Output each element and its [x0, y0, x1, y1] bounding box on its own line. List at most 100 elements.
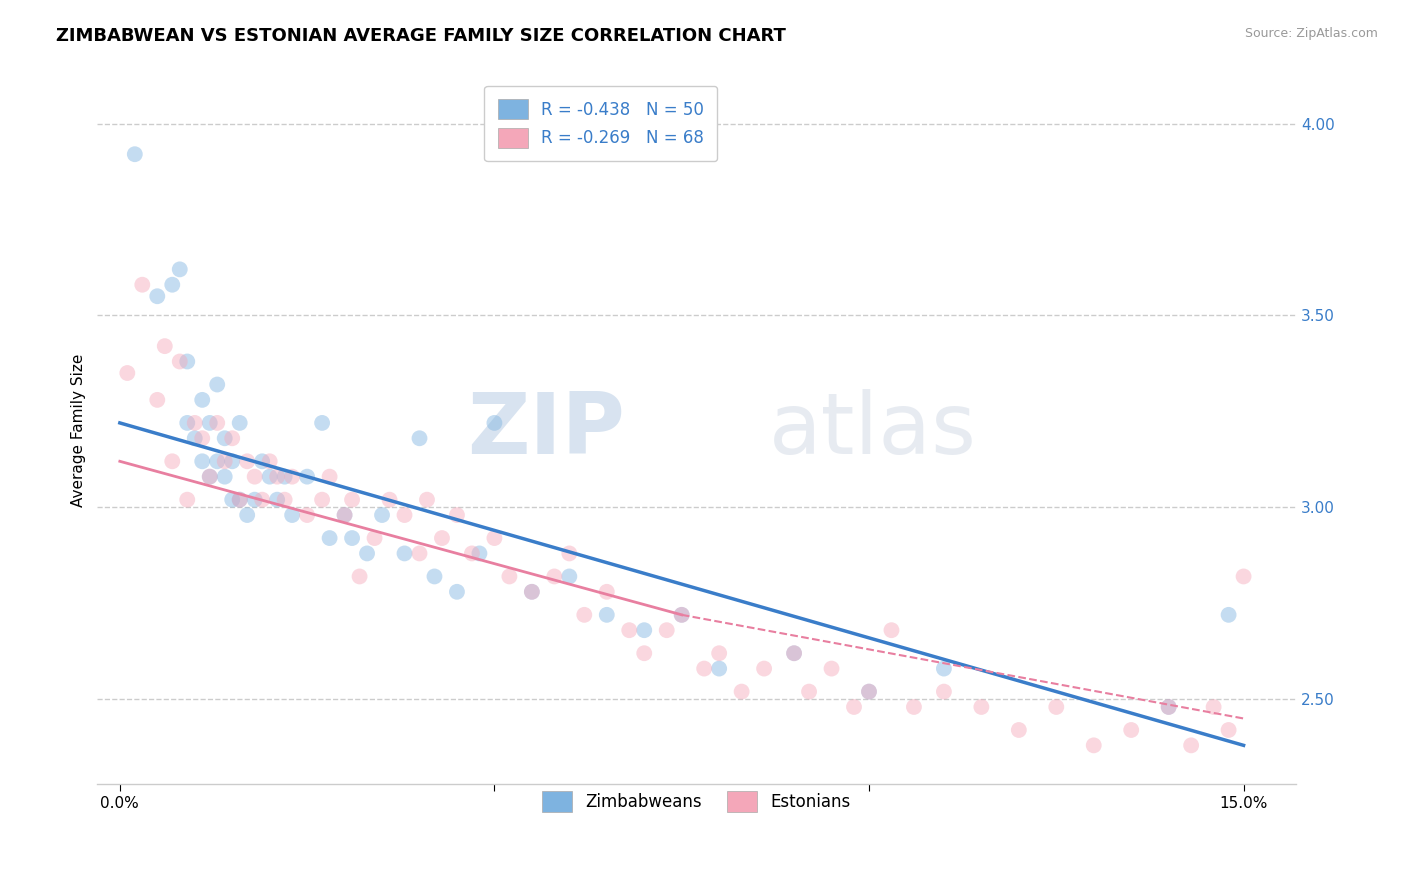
Y-axis label: Average Family Size: Average Family Size	[72, 354, 86, 508]
Point	[707, 646, 730, 660]
Point	[228, 492, 250, 507]
Point	[932, 662, 955, 676]
Point	[266, 492, 288, 507]
Point	[730, 684, 752, 698]
Point	[214, 469, 236, 483]
Point	[783, 646, 806, 660]
Point	[820, 662, 842, 676]
Point	[169, 354, 191, 368]
Point	[558, 546, 581, 560]
Point	[340, 492, 363, 507]
Point	[349, 569, 371, 583]
Point	[184, 416, 207, 430]
Point	[574, 607, 596, 622]
Point	[752, 662, 775, 676]
Point	[221, 492, 243, 507]
Point	[970, 700, 993, 714]
Point	[671, 607, 693, 622]
Point	[340, 531, 363, 545]
Point	[198, 416, 221, 430]
Point	[191, 392, 214, 407]
Point	[146, 289, 169, 303]
Point	[423, 569, 446, 583]
Point	[932, 684, 955, 698]
Point	[146, 392, 169, 407]
Point	[295, 508, 318, 522]
Point	[408, 431, 430, 445]
Legend: Zimbabweans, Estonians: Zimbabweans, Estonians	[529, 778, 865, 825]
Point	[1157, 700, 1180, 714]
Point	[394, 508, 416, 522]
Point	[333, 508, 356, 522]
Point	[619, 623, 641, 637]
Point	[214, 431, 236, 445]
Point	[214, 454, 236, 468]
Point	[131, 277, 153, 292]
Point	[198, 469, 221, 483]
Point	[520, 584, 543, 599]
Point	[198, 469, 221, 483]
Point	[153, 339, 176, 353]
Point	[333, 508, 356, 522]
Point	[1218, 723, 1240, 737]
Point	[903, 700, 925, 714]
Point	[295, 469, 318, 483]
Point	[596, 607, 619, 622]
Point	[633, 623, 655, 637]
Point	[558, 569, 581, 583]
Point	[176, 492, 198, 507]
Point	[446, 508, 468, 522]
Point	[176, 354, 198, 368]
Text: ZIMBABWEAN VS ESTONIAN AVERAGE FAMILY SIZE CORRELATION CHART: ZIMBABWEAN VS ESTONIAN AVERAGE FAMILY SI…	[56, 27, 786, 45]
Point	[273, 492, 295, 507]
Point	[394, 546, 416, 560]
Point	[880, 623, 903, 637]
Point	[1157, 700, 1180, 714]
Point	[259, 454, 281, 468]
Point	[1008, 723, 1031, 737]
Point	[408, 546, 430, 560]
Point	[205, 454, 228, 468]
Point	[162, 454, 184, 468]
Point	[416, 492, 439, 507]
Point	[1180, 739, 1202, 753]
Point	[281, 469, 304, 483]
Point	[1045, 700, 1067, 714]
Point	[205, 377, 228, 392]
Point	[169, 262, 191, 277]
Point	[191, 431, 214, 445]
Point	[498, 569, 520, 583]
Point	[117, 366, 139, 380]
Point	[1083, 739, 1105, 753]
Point	[266, 469, 288, 483]
Point	[371, 508, 394, 522]
Point	[520, 584, 543, 599]
Point	[1218, 607, 1240, 622]
Text: Source: ZipAtlas.com: Source: ZipAtlas.com	[1244, 27, 1378, 40]
Point	[858, 684, 880, 698]
Point	[363, 531, 385, 545]
Point	[184, 431, 207, 445]
Point	[228, 492, 250, 507]
Point	[596, 584, 619, 599]
Point	[783, 646, 806, 660]
Point	[318, 531, 340, 545]
Point	[356, 546, 378, 560]
Point	[671, 607, 693, 622]
Point	[221, 431, 243, 445]
Point	[259, 469, 281, 483]
Point	[655, 623, 678, 637]
Point	[243, 492, 266, 507]
Point	[273, 469, 295, 483]
Point	[318, 469, 340, 483]
Point	[430, 531, 453, 545]
Point	[633, 646, 655, 660]
Point	[1121, 723, 1143, 737]
Point	[1232, 569, 1254, 583]
Point	[176, 416, 198, 430]
Point	[250, 454, 273, 468]
Point	[797, 684, 820, 698]
Point	[446, 584, 468, 599]
Point	[311, 416, 333, 430]
Point	[205, 416, 228, 430]
